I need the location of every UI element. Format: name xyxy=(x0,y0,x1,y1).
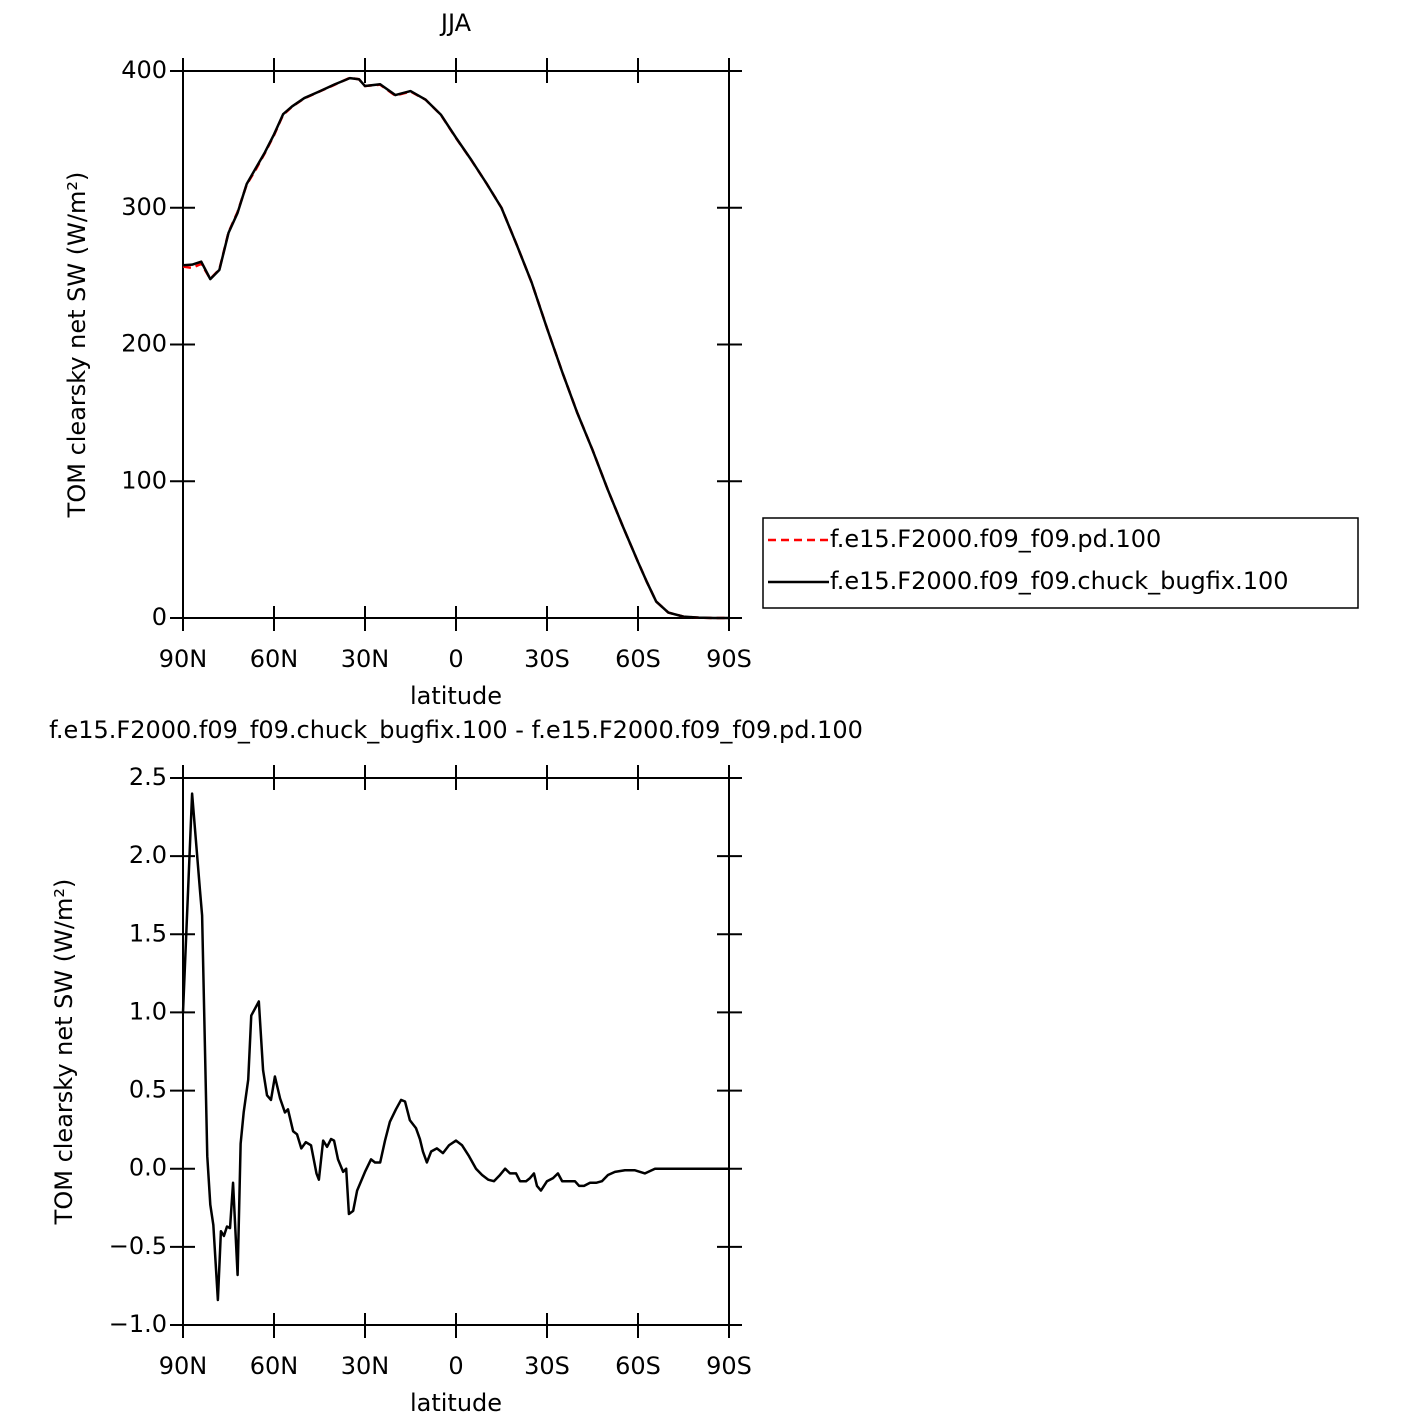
x-tick-label: 30S xyxy=(524,645,570,673)
y-tick-label: 0.0 xyxy=(129,1154,167,1182)
y-axis-label: TOM clearsky net SW (W/m²) xyxy=(50,879,78,1226)
data-line xyxy=(182,76,729,620)
x-tick-label: 0 xyxy=(448,645,463,673)
plot-frame xyxy=(182,777,730,1326)
x-tick-label: 60N xyxy=(250,1352,299,1380)
y-tick-label: 0 xyxy=(152,603,167,631)
data-line xyxy=(182,76,729,620)
plot-frame xyxy=(182,70,730,619)
x-tick-label: 60S xyxy=(615,1352,661,1380)
legend-label: f.e15.F2000.f09_f09.chuck_bugfix.100 xyxy=(830,567,1289,595)
x-axis-label: latitude xyxy=(410,682,502,710)
legend-box xyxy=(762,517,1359,609)
y-axis-label: TOM clearsky net SW (W/m²) xyxy=(63,172,91,519)
x-tick-label: 0 xyxy=(448,1352,463,1380)
x-tick-label: 90N xyxy=(159,645,208,673)
y-tick-label: −1.0 xyxy=(109,1310,167,1338)
chart-title: f.e15.F2000.f09_f09.chuck_bugfix.100 - f… xyxy=(49,716,863,744)
y-tick-label: 1.5 xyxy=(129,919,167,947)
data-line xyxy=(181,792,729,1302)
x-tick-label: 60S xyxy=(615,645,661,673)
y-tick-label: 100 xyxy=(121,466,167,494)
y-tick-label: 1.0 xyxy=(129,997,167,1025)
y-tick-label: 300 xyxy=(121,193,167,221)
chart-title: JJA xyxy=(439,9,472,37)
y-tick-label: −0.5 xyxy=(109,1232,167,1260)
x-tick-label: 30N xyxy=(341,645,390,673)
legend-label: f.e15.F2000.f09_f09.pd.100 xyxy=(830,525,1161,553)
x-tick-label: 60N xyxy=(250,645,299,673)
x-tick-label: 90N xyxy=(159,1352,208,1380)
x-tick-label: 30N xyxy=(341,1352,390,1380)
y-tick-label: 400 xyxy=(121,56,167,84)
y-tick-label: 2.0 xyxy=(129,841,167,869)
x-tick-label: 30S xyxy=(524,1352,570,1380)
y-tick-label: 200 xyxy=(121,330,167,358)
y-tick-label: 0.5 xyxy=(129,1076,167,1104)
x-tick-label: 90S xyxy=(706,645,752,673)
y-tick-label: 2.5 xyxy=(129,763,167,791)
x-axis-label: latitude xyxy=(410,1389,502,1417)
x-tick-label: 90S xyxy=(706,1352,752,1380)
